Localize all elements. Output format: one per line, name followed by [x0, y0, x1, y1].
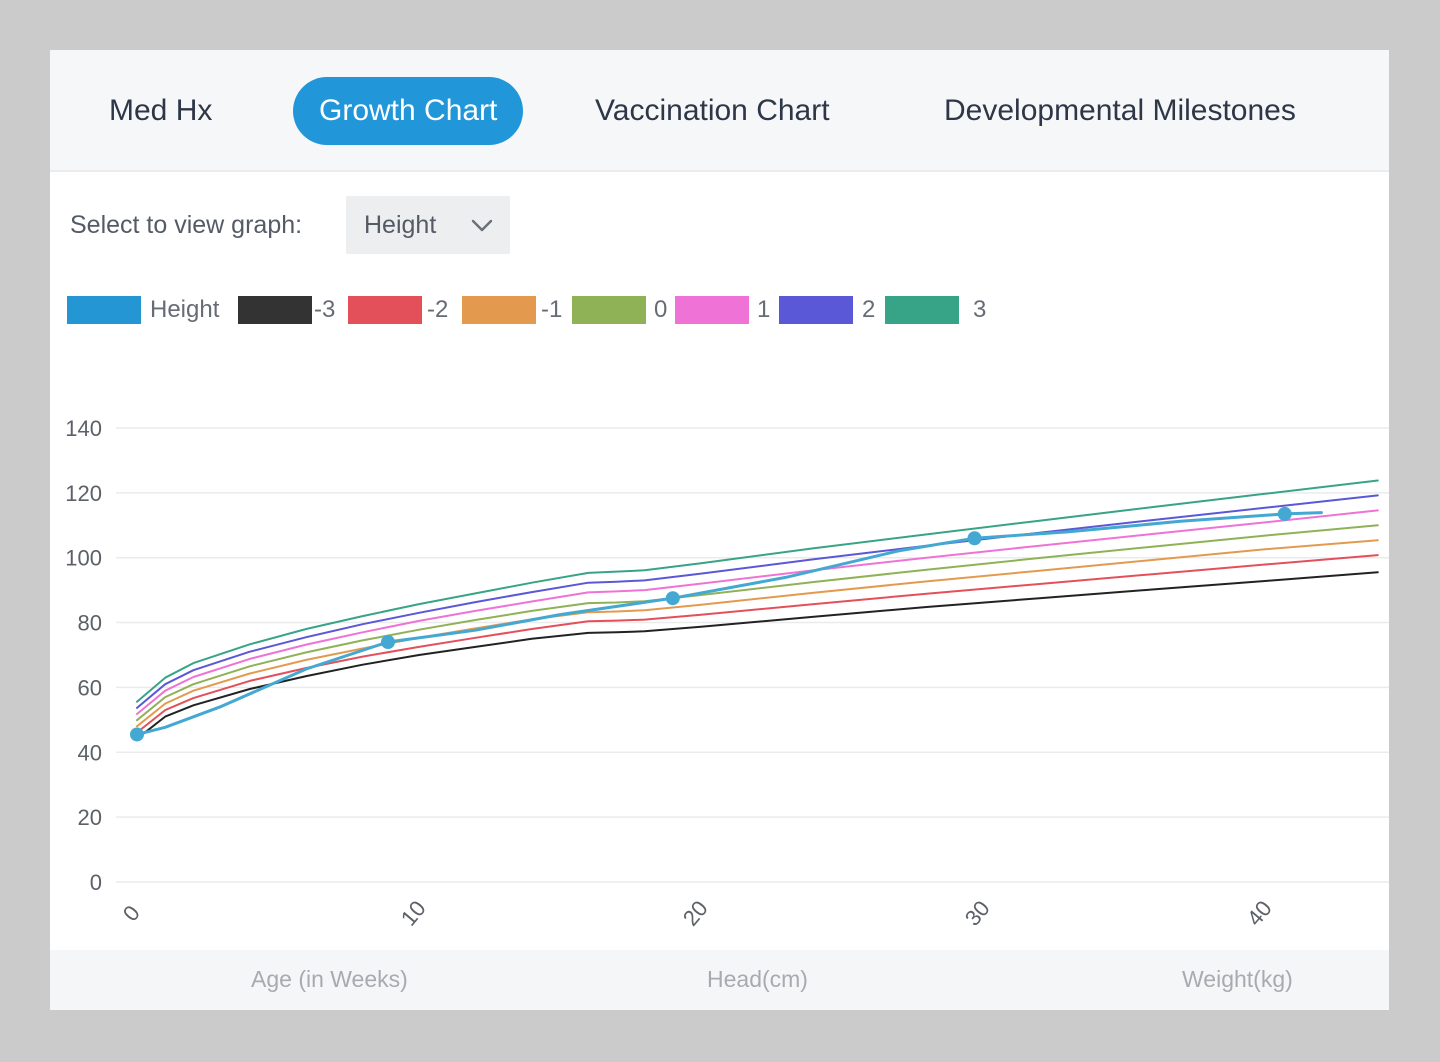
legend-label: 1 [757, 296, 771, 323]
x-tick-label: 20 [678, 896, 713, 931]
reference-line--2 [136, 554, 1379, 734]
legend-swatch [238, 296, 312, 324]
x-tick-label: 30 [960, 896, 995, 931]
measured-height-point [967, 531, 982, 546]
x-tick-label: 0 [118, 900, 145, 925]
legend-label: 2 [862, 296, 876, 323]
legend-swatch [462, 296, 536, 324]
legend-label: Height [150, 296, 220, 323]
y-tick-label: 0 [90, 870, 102, 895]
y-tick-label: 60 [78, 675, 102, 700]
footer-weight-label[interactable]: Weight(kg) [1182, 966, 1293, 992]
legend-swatch [779, 296, 853, 324]
measured-height-point [1277, 506, 1292, 521]
legend-label: 0 [654, 296, 668, 323]
legend-label: -2 [427, 296, 449, 323]
chevron-down-icon[interactable] [470, 216, 494, 234]
reference-line--1 [136, 539, 1379, 728]
legend-swatch [675, 296, 749, 324]
measured-height-point [380, 635, 395, 650]
reference-line--3 [136, 571, 1379, 740]
measured-height-point [130, 727, 144, 742]
y-tick-label: 140 [65, 416, 102, 441]
tab-growth-chart[interactable]: Growth Chart [293, 77, 524, 145]
tab-med-hx[interactable]: Med Hx [109, 94, 213, 127]
tab-vaccination-chart[interactable]: Vaccination Chart [595, 94, 830, 127]
reference-line-0 [136, 524, 1379, 722]
legend-label: -3 [314, 296, 336, 323]
legend-swatch [572, 296, 646, 324]
y-tick-label: 80 [78, 611, 102, 636]
reference-line-1 [136, 509, 1379, 715]
x-tick-label: 40 [1242, 896, 1277, 931]
chart-footer: Age (in Weeks) Head(cm) Weight(kg) [50, 950, 1389, 1010]
y-tick-label: 100 [65, 546, 102, 571]
x-tick-label: 10 [396, 896, 431, 931]
reference-line-3 [136, 479, 1379, 703]
growth-line-chart: 0 20 40 60 80 100 120 140 0 10 20 30 40 [65, 416, 1389, 931]
graph-select-label: Select to view graph: [70, 211, 303, 239]
graph-select-value: Height [364, 211, 437, 239]
legend-swatch [67, 296, 141, 324]
tab-developmental-milestones[interactable]: Developmental Milestones [944, 94, 1296, 127]
y-tick-label: 40 [78, 740, 102, 765]
y-tick-label: 20 [78, 805, 102, 830]
chart-legend: Height -3 -2 -1 0 1 2 3 [67, 294, 1067, 326]
reference-line-2 [136, 494, 1379, 709]
measured-height-point [665, 591, 680, 606]
graph-select[interactable]: Height [346, 196, 510, 254]
footer-head-label[interactable]: Head(cm) [707, 966, 808, 992]
legend-swatch [885, 296, 959, 324]
legend-swatch [348, 296, 422, 324]
y-tick-label: 120 [65, 481, 102, 506]
legend-label: -1 [541, 296, 563, 323]
growth-chart-card: Med Hx Growth Chart Vaccination Chart De… [50, 50, 1389, 1010]
footer-age-label[interactable]: Age (in Weeks) [251, 966, 408, 992]
tab-bar: Med Hx Growth Chart Vaccination Chart De… [50, 50, 1389, 172]
legend-label: 3 [973, 296, 987, 323]
